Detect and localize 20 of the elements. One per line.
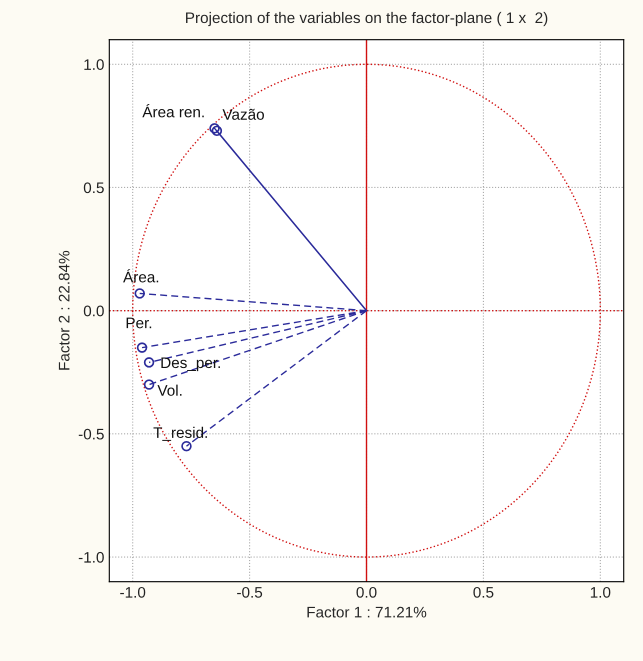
x-tick-label: -1.0	[120, 586, 146, 598]
annotation: Vazão	[222, 108, 264, 120]
annotation: Vol.	[157, 384, 182, 396]
annotation: Des_per.	[161, 357, 220, 372]
annotation: Área ren.	[142, 104, 204, 118]
y-tick-label: 1.0	[84, 59, 104, 70]
y-tick-label: -0.5	[78, 428, 104, 440]
y-tick-label: 0.0	[84, 306, 104, 316]
x-axis-title: Factor 1 : 71.21%	[307, 606, 426, 618]
annotation: Per.	[126, 318, 152, 328]
y-axis-title: Factor 2 : 22.84%	[58, 250, 70, 370]
chart-title: Projection of the variables on the factor-plane ( 1 x 2)	[186, 12, 548, 26]
x-tick-label: 0.5	[473, 586, 494, 598]
y-tick-label: -1.0	[78, 552, 104, 563]
x-tick-label: 1.0	[590, 586, 610, 598]
y-tick-label: 0.5	[84, 182, 104, 194]
annotation: Área.	[123, 269, 158, 282]
x-tick-label: -0.5	[237, 586, 262, 598]
annotation: T_resid.	[153, 426, 207, 441]
x-tick-label: 0.0	[356, 586, 377, 598]
